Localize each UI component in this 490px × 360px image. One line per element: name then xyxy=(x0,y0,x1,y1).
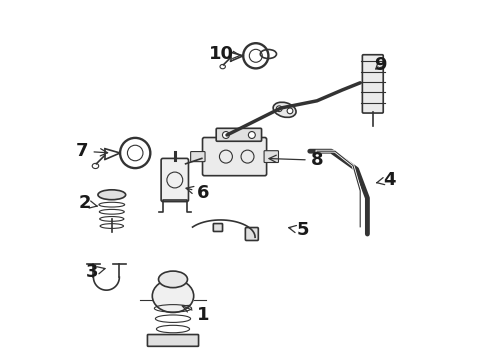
Text: 2: 2 xyxy=(78,194,97,212)
Circle shape xyxy=(287,108,293,114)
FancyBboxPatch shape xyxy=(264,151,278,162)
Text: 10: 10 xyxy=(209,45,240,63)
Text: 5: 5 xyxy=(289,221,309,239)
Ellipse shape xyxy=(273,102,296,117)
Text: 1: 1 xyxy=(182,305,210,324)
FancyBboxPatch shape xyxy=(245,228,258,240)
Ellipse shape xyxy=(158,271,188,288)
Ellipse shape xyxy=(152,279,194,312)
FancyBboxPatch shape xyxy=(202,138,267,176)
FancyBboxPatch shape xyxy=(147,334,198,346)
Text: 6: 6 xyxy=(186,184,210,202)
Circle shape xyxy=(276,106,282,112)
Text: 9: 9 xyxy=(374,56,386,74)
FancyBboxPatch shape xyxy=(213,224,222,231)
Text: 7: 7 xyxy=(76,142,108,160)
Text: 8: 8 xyxy=(269,151,323,169)
Text: 4: 4 xyxy=(377,171,395,189)
FancyBboxPatch shape xyxy=(191,152,205,162)
Text: 3: 3 xyxy=(86,263,105,281)
Ellipse shape xyxy=(98,190,125,200)
FancyBboxPatch shape xyxy=(161,158,189,202)
FancyBboxPatch shape xyxy=(363,55,383,113)
FancyBboxPatch shape xyxy=(216,128,262,141)
Circle shape xyxy=(222,131,229,139)
Circle shape xyxy=(248,131,255,139)
